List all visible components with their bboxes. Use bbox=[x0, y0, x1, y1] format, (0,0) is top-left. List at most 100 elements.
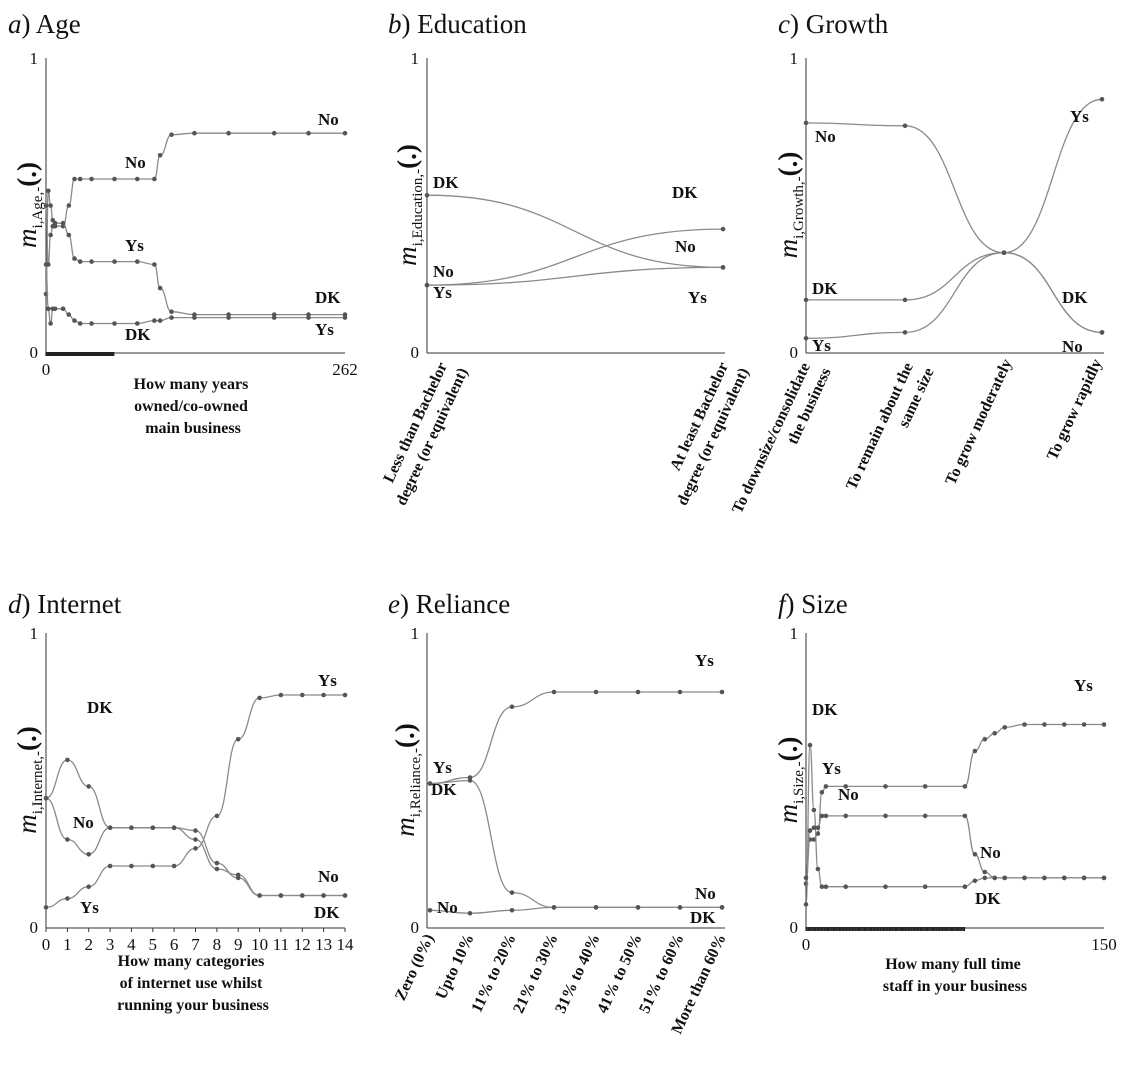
series-label: DK bbox=[812, 279, 838, 298]
data-point bbox=[169, 309, 174, 315]
panel-letter: f bbox=[778, 589, 789, 619]
x-label-line: owned/co-owned bbox=[134, 398, 248, 415]
series-label: Ys bbox=[433, 758, 452, 777]
y-label-end: (.) bbox=[12, 162, 42, 187]
panel-letter: d bbox=[8, 589, 22, 619]
data-point bbox=[902, 330, 908, 335]
y-tick-label: 0 bbox=[411, 343, 420, 362]
data-point bbox=[902, 297, 908, 303]
series-line-ys bbox=[805, 98, 1103, 339]
data-point bbox=[278, 893, 284, 898]
plot-area bbox=[803, 97, 1105, 341]
title-paren: ) bbox=[786, 589, 802, 619]
data-point bbox=[86, 852, 91, 857]
series-label: No bbox=[437, 898, 458, 917]
data-point bbox=[551, 905, 557, 910]
data-point bbox=[306, 130, 311, 136]
x-label-line: How many years bbox=[134, 376, 249, 393]
data-point bbox=[424, 282, 430, 288]
data-point bbox=[815, 866, 821, 872]
data-point bbox=[226, 130, 231, 136]
data-point bbox=[823, 813, 829, 819]
data-point bbox=[65, 896, 70, 901]
data-point bbox=[819, 884, 825, 889]
y-tick-label: 1 bbox=[790, 624, 799, 643]
category-label: At least Bachelor degree (or equivalent) bbox=[655, 357, 753, 509]
x-label-line: running your business bbox=[117, 997, 269, 1014]
data-point bbox=[235, 736, 241, 742]
category-labels: Zero (0%)Upto 10%11% to 20%21% to 30%31%… bbox=[392, 932, 730, 1037]
plot-area bbox=[803, 722, 1107, 931]
svg-text:mi,Reliance,-(.): mi,Reliance,-(.) bbox=[390, 723, 424, 836]
x-tick-label: 1 bbox=[63, 935, 72, 954]
y-tick-label: 1 bbox=[411, 624, 420, 643]
series-label: DK bbox=[314, 903, 340, 922]
data-point bbox=[171, 863, 177, 869]
y-label-end: (.) bbox=[773, 737, 803, 762]
data-point bbox=[811, 825, 817, 830]
data-point bbox=[819, 790, 825, 795]
series-label: Ys bbox=[125, 236, 144, 255]
data-point bbox=[843, 813, 848, 819]
series-label: Ys bbox=[1074, 676, 1093, 695]
series-label: No bbox=[695, 884, 716, 903]
x-tick-label: 262 bbox=[332, 360, 358, 379]
category-label: Upto 10% bbox=[433, 932, 478, 1002]
data-point bbox=[300, 893, 305, 898]
data-point bbox=[807, 742, 813, 748]
data-point bbox=[135, 259, 140, 264]
panel-title-text: Growth bbox=[806, 9, 889, 39]
x-tick-label: 9 bbox=[234, 935, 243, 954]
data-point bbox=[551, 689, 557, 695]
series-label: No bbox=[318, 110, 339, 129]
x-label-line: staff in your business bbox=[883, 978, 1027, 995]
series-label: No bbox=[433, 262, 454, 281]
y-label-subscript: i,Age,- bbox=[30, 187, 46, 229]
data-point bbox=[43, 795, 49, 801]
panel-letter: b bbox=[388, 9, 402, 39]
data-point bbox=[77, 176, 83, 182]
data-point bbox=[719, 689, 725, 695]
series-line-ys bbox=[45, 694, 345, 909]
series-label: Ys bbox=[433, 283, 452, 302]
series-line-dk bbox=[806, 252, 1103, 334]
data-point bbox=[972, 852, 978, 857]
data-point bbox=[342, 315, 348, 320]
series-line-dk bbox=[805, 744, 1104, 906]
x-axis-label: How many years owned/co-owned main busin… bbox=[134, 376, 253, 437]
series-label: No bbox=[125, 153, 146, 172]
plot-area bbox=[43, 130, 348, 356]
panel-title-text: Internet bbox=[37, 589, 121, 619]
data-point bbox=[129, 825, 134, 830]
data-point bbox=[922, 784, 928, 789]
data-point bbox=[982, 736, 988, 742]
data-point bbox=[342, 130, 348, 136]
series-label: Ys bbox=[695, 651, 714, 670]
data-point bbox=[982, 869, 988, 875]
data-point bbox=[43, 203, 49, 208]
x-tick-label: 12 bbox=[294, 935, 311, 954]
y-axis-label: mi,Internet,-(.) bbox=[12, 726, 46, 834]
title-paren: ) bbox=[22, 589, 38, 619]
data-point bbox=[52, 220, 58, 226]
y-label-main: m bbox=[390, 817, 420, 837]
series-label: DK bbox=[431, 780, 457, 799]
series-line-no bbox=[805, 815, 1104, 879]
panel-title: e) Reliance bbox=[388, 589, 510, 619]
data-point bbox=[1022, 722, 1027, 727]
data-point bbox=[65, 837, 70, 842]
data-point bbox=[1002, 875, 1007, 881]
category-label: To grow rapidly bbox=[1044, 357, 1106, 463]
y-label-main: m bbox=[773, 239, 803, 259]
y-axis-label: mi,Education,-(.) bbox=[392, 144, 426, 266]
x-tick-label: 13 bbox=[315, 935, 332, 954]
data-point bbox=[43, 905, 49, 910]
category-label: To grow moderately bbox=[942, 357, 1015, 488]
data-point bbox=[321, 893, 326, 898]
svg-text:mi,Internet,-(.): mi,Internet,-(.) bbox=[12, 726, 46, 834]
data-point bbox=[635, 905, 641, 910]
data-point bbox=[214, 813, 220, 819]
data-point bbox=[803, 875, 809, 881]
